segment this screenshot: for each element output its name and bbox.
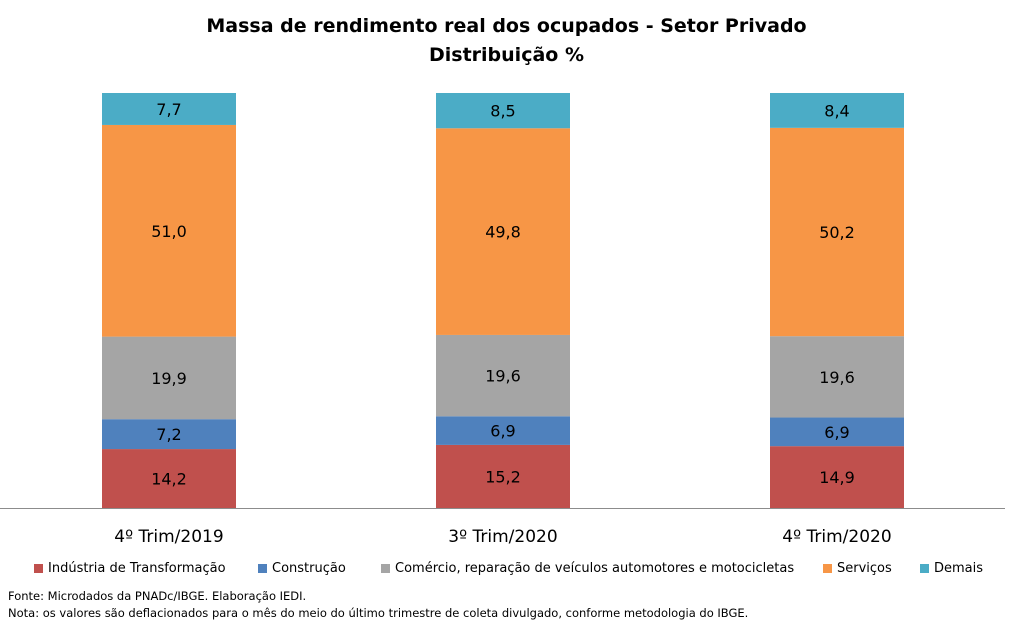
- bar-segment: [436, 444, 570, 508]
- data-label: 7,2: [156, 425, 181, 444]
- legend-item: Comércio, reparação de veículos automoto…: [381, 561, 794, 576]
- chart-subtitle: Distribuição %: [429, 44, 584, 66]
- legend-label: Indústria de Transformação: [48, 561, 226, 576]
- legend-swatch: [920, 564, 929, 573]
- bar-segment: [770, 127, 904, 337]
- chart-title: Massa de rendimento real dos ocupados - …: [206, 15, 807, 37]
- bar-segment: [770, 417, 904, 447]
- x-tick-label: 3º Trim/2020: [448, 527, 557, 547]
- data-label: 7,7: [156, 100, 181, 119]
- bar-segment: [436, 93, 570, 129]
- bar-segment: [770, 336, 904, 418]
- legend-swatch: [381, 564, 390, 573]
- methodology-note: Nota: os valores são deflacionados para …: [8, 606, 749, 620]
- bar-segment: [770, 446, 904, 508]
- legend-item: Serviços: [823, 561, 892, 576]
- legend-swatch: [34, 564, 43, 573]
- bar-segment: [102, 449, 236, 508]
- data-label: 8,4: [824, 101, 849, 120]
- stacked-bar-chart: 14,2 7,2 19,9 51,0 7,7 4º Trim/2019 15,2 6,9 19,…: [0, 93, 1005, 547]
- chart-title-block: Massa de rendimento real dos ocupados - …: [0, 12, 1013, 70]
- bar-segment: [102, 419, 236, 450]
- legend-item: Construção: [258, 561, 346, 576]
- data-label: 6,9: [824, 423, 849, 442]
- bar-segment: [102, 124, 236, 337]
- data-label: 6,9: [490, 422, 515, 441]
- legend-label: Comércio, reparação de veículos automoto…: [395, 561, 795, 576]
- chart-notes: Fonte: Microdados da PNADc/IBGE. Elabora…: [8, 588, 748, 622]
- bar-segment: [436, 128, 570, 335]
- data-label: 8,5: [490, 102, 515, 121]
- data-label: 49,8: [485, 223, 521, 242]
- data-label: 51,0: [151, 222, 187, 241]
- legend-swatch: [258, 564, 267, 573]
- data-label: 19,6: [485, 367, 521, 386]
- legend-label: Construção: [272, 561, 346, 576]
- legend-item: Indústria de Transformação: [34, 561, 226, 576]
- bar-segment: [102, 93, 236, 125]
- chart-legend: Indústria de Transformação Construção Comé…: [0, 561, 1013, 581]
- data-label: 14,2: [151, 470, 187, 489]
- bar-segment: [102, 336, 236, 420]
- x-tick-label: 4º Trim/2020: [782, 527, 891, 547]
- legend-swatch: [823, 564, 832, 573]
- source-note: Fonte: Microdados da PNADc/IBGE. Elabora…: [8, 589, 307, 603]
- data-label: 19,9: [151, 369, 187, 388]
- legend-item: Demais: [920, 561, 983, 576]
- bar-segment: [436, 416, 570, 445]
- legend-label: Demais: [934, 561, 984, 576]
- bar-segment: [770, 93, 904, 128]
- data-label: 15,2: [485, 467, 521, 486]
- x-tick-label: 4º Trim/2019: [114, 527, 223, 547]
- legend-label: Serviços: [837, 561, 892, 576]
- bar-segment: [436, 334, 570, 417]
- data-label: 50,2: [819, 223, 855, 242]
- data-label: 14,9: [819, 468, 855, 487]
- data-label: 19,6: [819, 368, 855, 387]
